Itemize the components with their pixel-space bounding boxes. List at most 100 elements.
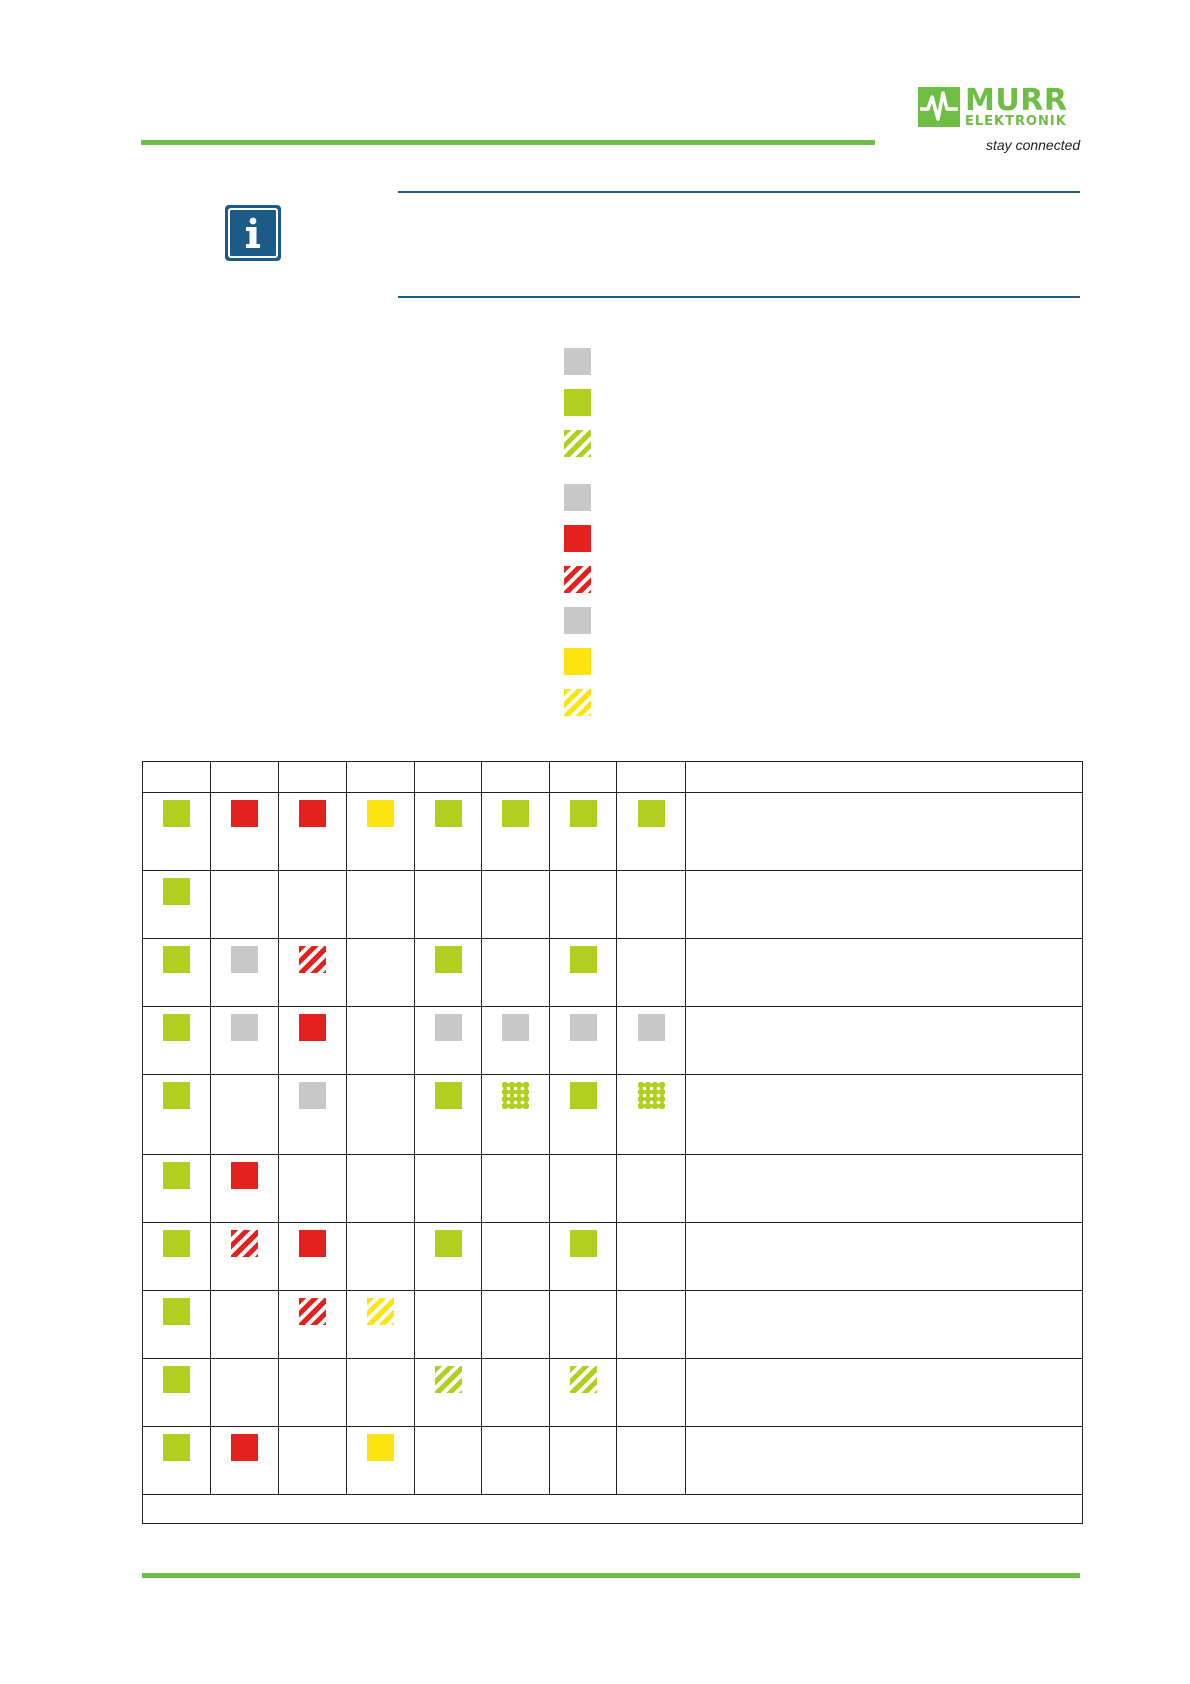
led-cell xyxy=(616,1426,686,1495)
led-indicator-green xyxy=(163,1366,190,1393)
table-row xyxy=(142,1074,1083,1155)
legend-swatch-green xyxy=(564,389,591,416)
led-cell xyxy=(210,1222,279,1291)
led-cell xyxy=(210,1358,279,1427)
led-cell xyxy=(481,870,550,939)
led-cell xyxy=(481,1358,550,1427)
led-cell xyxy=(142,1290,211,1359)
led-indicator-red xyxy=(299,800,326,827)
led-indicator-green xyxy=(434,1082,462,1109)
led-cell xyxy=(414,1074,482,1155)
led-cell xyxy=(414,870,482,939)
murr-elektronik-logo: MURR ELEKTRONIK stay connected xyxy=(918,83,1081,155)
led-indicator-green xyxy=(637,800,665,827)
led-cell xyxy=(210,1154,279,1223)
led-indicator-green xyxy=(163,1082,190,1109)
led-cell xyxy=(414,792,482,871)
led-cell xyxy=(346,792,415,871)
table-row xyxy=(142,1006,1083,1075)
table-row xyxy=(142,1154,1083,1223)
led-cell xyxy=(346,1426,415,1495)
led-cell xyxy=(414,938,482,1007)
led-cell xyxy=(346,870,415,939)
table-row xyxy=(142,792,1083,871)
description-cell xyxy=(685,792,1083,871)
led-indicator-green-dots xyxy=(637,1082,665,1109)
led-cell xyxy=(142,1154,211,1223)
led-cell xyxy=(278,938,347,1007)
table-row xyxy=(142,1358,1083,1427)
led-cell xyxy=(210,1006,279,1075)
description-cell xyxy=(685,938,1083,1007)
description-cell xyxy=(685,1154,1083,1223)
led-cell xyxy=(278,1290,347,1359)
led-cell xyxy=(278,1074,347,1155)
led-cell xyxy=(549,1290,617,1359)
led-cell xyxy=(210,1074,279,1155)
led-indicator-red xyxy=(231,800,258,827)
led-cell xyxy=(210,1426,279,1495)
led-cell xyxy=(616,1290,686,1359)
led-indicator-green xyxy=(163,1162,190,1189)
table-row xyxy=(142,1426,1083,1495)
header-cell xyxy=(481,761,550,793)
led-cell xyxy=(414,1154,482,1223)
led-indicator-yellow xyxy=(367,800,394,827)
led-cell xyxy=(549,1074,617,1155)
header-cell xyxy=(210,761,279,793)
led-indicator-gray xyxy=(434,1014,462,1041)
led-cell xyxy=(346,1358,415,1427)
description-cell xyxy=(685,1074,1083,1155)
logo-tagline: stay connected xyxy=(986,137,1081,153)
led-indicator-red xyxy=(231,1434,258,1461)
led-indicator-green-flash xyxy=(569,1366,597,1393)
header-cell xyxy=(685,761,1083,793)
led-indicator-green-dots xyxy=(502,1082,529,1109)
led-cell xyxy=(481,1006,550,1075)
led-cell xyxy=(346,1222,415,1291)
led-cell xyxy=(481,1426,550,1495)
led-cell xyxy=(346,1006,415,1075)
led-indicator-green xyxy=(502,800,529,827)
led-cell xyxy=(210,792,279,871)
led-indicator-red xyxy=(231,1162,258,1189)
logo-text-elektronik: ELEKTRONIK xyxy=(965,114,1067,129)
led-cell xyxy=(142,1006,211,1075)
led-cell xyxy=(346,1154,415,1223)
led-cell xyxy=(142,938,211,1007)
led-indicator-yellow-flash xyxy=(367,1298,394,1325)
table-footer-row xyxy=(142,1494,1083,1524)
led-indicator-red-flash xyxy=(231,1230,258,1257)
led-cell xyxy=(414,1358,482,1427)
legend-swatch-yellow xyxy=(564,648,591,675)
description-cell xyxy=(685,1222,1083,1291)
led-cell xyxy=(481,1222,550,1291)
led-cell xyxy=(278,792,347,871)
led-indicator-green xyxy=(569,1082,597,1109)
led-cell xyxy=(142,792,211,871)
led-cell xyxy=(278,1154,347,1223)
legend-swatch-gray xyxy=(564,484,591,511)
led-cell xyxy=(616,938,686,1007)
led-cell xyxy=(278,1426,347,1495)
led-cell xyxy=(616,870,686,939)
led-indicator-green xyxy=(434,946,462,973)
legend-swatch-gray xyxy=(564,607,591,634)
footer-rule xyxy=(142,1573,1080,1578)
header-rule xyxy=(141,140,875,145)
footer-cell xyxy=(142,1494,1083,1524)
led-cell xyxy=(210,870,279,939)
led-indicator-green xyxy=(569,800,597,827)
led-indicator-red xyxy=(299,1230,326,1257)
legend-swatch-gray xyxy=(564,348,591,375)
header-cell xyxy=(616,761,686,793)
led-indicator-green xyxy=(434,1230,462,1257)
description-cell xyxy=(685,1358,1083,1427)
led-cell xyxy=(278,1006,347,1075)
led-indicator-gray xyxy=(299,1082,326,1109)
legend-swatch-yellow-flashing xyxy=(564,689,591,716)
led-indicator-green xyxy=(163,1014,190,1041)
led-cell xyxy=(414,1290,482,1359)
table-header-row xyxy=(142,761,1083,793)
led-indicator-gray xyxy=(231,1014,258,1041)
